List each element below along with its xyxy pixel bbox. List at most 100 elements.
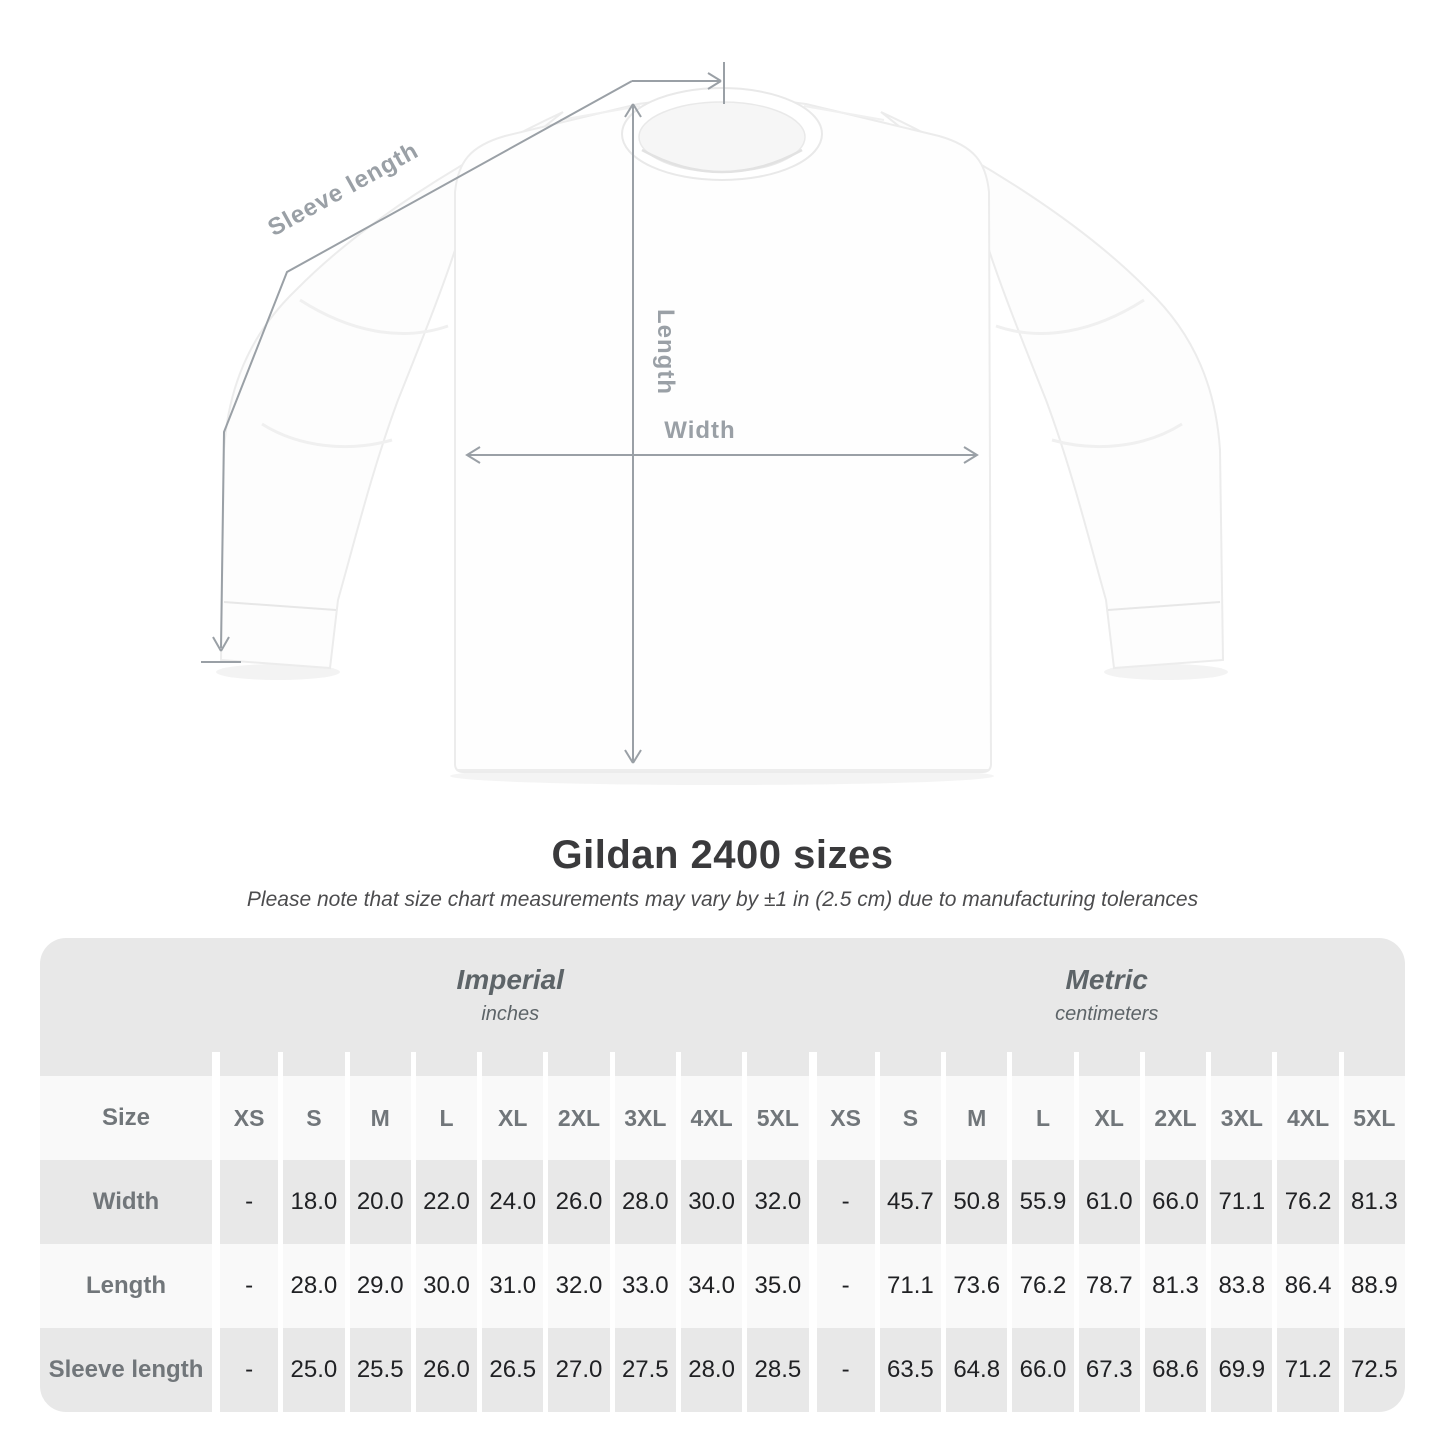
size-col-header-xs-imperial: XS: [212, 1076, 279, 1160]
value-cell: 63.5: [874, 1328, 942, 1412]
collar-shadow: [641, 148, 803, 174]
row-label-sleeve-length: Sleeve length: [40, 1328, 212, 1412]
right-forearm-crease: [1051, 422, 1183, 449]
spacer-cell: [1139, 1052, 1207, 1076]
spacer-cell: [410, 1052, 478, 1076]
row-label-length: Length: [40, 1244, 212, 1328]
imperial-title: Imperial: [456, 964, 564, 995]
right-shoulder-seam: [803, 105, 885, 121]
value-cell: 69.9: [1206, 1328, 1273, 1412]
arrowhead-down: [212, 636, 230, 652]
size-col-header-m-imperial: M: [344, 1076, 411, 1160]
value-cell: 26.0: [410, 1328, 478, 1412]
size-col-header-m-metric: M: [941, 1076, 1008, 1160]
metric-title: Metric: [1065, 964, 1148, 995]
spacer-cell: [278, 1052, 345, 1076]
value-cell: 55.9: [1007, 1160, 1074, 1244]
units-header-row: Imperial inches Metric centimeters: [40, 938, 1405, 1052]
value-cell: 86.4: [1272, 1244, 1339, 1328]
value-cell: -: [808, 1328, 875, 1412]
size-chart-table: Imperial inches Metric centimeters Size X…: [40, 938, 1405, 1412]
page-title: Gildan 2400 sizes: [551, 833, 894, 877]
value-cell: 81.3: [1139, 1244, 1207, 1328]
size-col-header-xl-metric: XL: [1073, 1076, 1140, 1160]
size-col-header-3xl-imperial: 3XL: [609, 1076, 676, 1160]
value-cell: 27.0: [543, 1328, 610, 1412]
value-cell: -: [212, 1160, 279, 1244]
value-cell: 28.0: [278, 1244, 345, 1328]
value-cell: 26.5: [477, 1328, 544, 1412]
value-cell: 71.1: [874, 1244, 942, 1328]
value-cell: 32.0: [742, 1160, 809, 1244]
value-cell: 24.0: [477, 1160, 544, 1244]
left-forearm-crease: [261, 422, 393, 449]
size-col-header-s-metric: S: [874, 1076, 942, 1160]
spacer-cell: [675, 1052, 743, 1076]
arrowhead-right: [707, 72, 722, 90]
value-cell: 27.5: [609, 1328, 676, 1412]
length-label: Length: [652, 309, 679, 395]
value-cell: 72.5: [1338, 1328, 1405, 1412]
units-corner-cell: [40, 938, 212, 1052]
value-cell: 71.1: [1206, 1160, 1273, 1244]
value-cell: 25.5: [344, 1328, 411, 1412]
value-cell: 64.8: [941, 1328, 1008, 1412]
value-cell: 76.2: [1007, 1244, 1074, 1328]
spacer-cell: [742, 1052, 809, 1076]
spacer-cell: [609, 1052, 676, 1076]
value-cell: 30.0: [410, 1244, 478, 1328]
size-col-header-5xl-imperial: 5XL: [742, 1076, 809, 1160]
arrowhead-down: [624, 749, 642, 764]
value-cell: 31.0: [477, 1244, 544, 1328]
sleeve-length-line: [220, 80, 633, 649]
value-cell: 22.0: [410, 1160, 478, 1244]
value-cell: 88.9: [1338, 1244, 1405, 1328]
spacer-cell: [477, 1052, 544, 1076]
size-col-header-xl-imperial: XL: [477, 1076, 544, 1160]
spacer-cell: [1007, 1052, 1074, 1076]
spacer-cell: [1272, 1052, 1339, 1076]
imperial-unit: inches: [481, 1003, 540, 1025]
right-sleeve: [880, 111, 1225, 670]
value-cell: 35.0: [742, 1244, 809, 1328]
size-col-header-3xl-metric: 3XL: [1206, 1076, 1273, 1160]
measurement-lines: [201, 62, 979, 764]
value-cell: 45.7: [874, 1160, 942, 1244]
spacer-cell: [1073, 1052, 1140, 1076]
left-sleeve-crease: [299, 298, 449, 336]
arrowhead-right: [963, 446, 979, 464]
value-cell: 28.0: [675, 1328, 743, 1412]
spacer-cell: [40, 1052, 212, 1076]
spacer-cell: [344, 1052, 411, 1076]
size-col-header-4xl-metric: 4XL: [1272, 1076, 1339, 1160]
size-col-header-2xl-metric: 2XL: [1139, 1076, 1207, 1160]
size-col-header-4xl-imperial: 4XL: [675, 1076, 743, 1160]
value-cell: 68.6: [1139, 1328, 1207, 1412]
value-cell: 18.0: [278, 1160, 345, 1244]
value-cell: -: [212, 1244, 279, 1328]
value-cell: 81.3: [1338, 1160, 1405, 1244]
value-cell: 25.0: [278, 1328, 345, 1412]
value-cell: -: [808, 1160, 875, 1244]
value-cell: -: [212, 1328, 279, 1412]
right-sleeve-crease: [995, 298, 1145, 336]
spacer-cell: [212, 1052, 279, 1076]
value-cell: 73.6: [941, 1244, 1008, 1328]
value-cell: 34.0: [675, 1244, 743, 1328]
long-sleeve-shirt-illustration: Sleeve length Length Width: [201, 62, 1228, 785]
metric-section-header: Metric centimeters: [809, 938, 1406, 1052]
imperial-section-header: Imperial inches: [212, 938, 809, 1052]
spacer-cell: [808, 1052, 875, 1076]
value-cell: 26.0: [543, 1160, 610, 1244]
shirt-body: [454, 97, 993, 773]
right-cuff-shadow: [1104, 664, 1228, 680]
value-cell: 30.0: [675, 1160, 743, 1244]
spacer-cell: [941, 1052, 1008, 1076]
left-cuff-shadow: [216, 664, 340, 680]
value-cell: 71.2: [1272, 1328, 1339, 1412]
left-cuff-seam: [223, 601, 337, 611]
size-col-header-2xl-imperial: 2XL: [543, 1076, 610, 1160]
width-label: Width: [664, 417, 735, 444]
shirt-measurement-diagram: Sleeve length Length Width: [201, 62, 1228, 785]
value-cell: 50.8: [941, 1160, 1008, 1244]
